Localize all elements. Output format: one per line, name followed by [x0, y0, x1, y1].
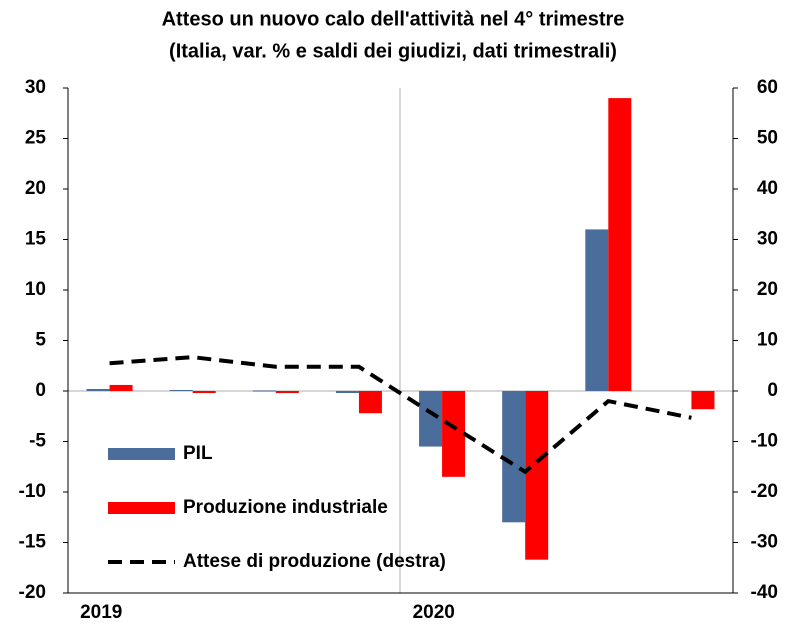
y2-tick-label: 0	[767, 380, 778, 401]
bar	[608, 98, 632, 391]
x-tick-label: 2020	[413, 602, 455, 623]
y2-tick-label: -10	[751, 431, 778, 452]
bar	[358, 391, 382, 414]
bar	[275, 391, 299, 394]
y-tick-label: -15	[19, 532, 47, 553]
legend-label: Produzione industriale	[183, 497, 388, 518]
y2-tick-label: 40	[757, 178, 778, 199]
line	[109, 355, 692, 475]
bar	[502, 391, 526, 523]
legend-swatch	[108, 448, 175, 460]
y-tick-label: 10	[25, 279, 46, 300]
bar	[691, 391, 715, 410]
bar	[252, 390, 276, 392]
y-tick-label: -5	[29, 431, 46, 452]
bar	[169, 389, 193, 391]
y-tick-label: 20	[25, 178, 46, 199]
y-tick-label: 15	[25, 229, 47, 250]
y2-tick-label: 60	[757, 77, 778, 98]
y-tick-label: 30	[25, 77, 46, 98]
bar	[525, 391, 549, 560]
y2-tick-label: -40	[751, 582, 778, 603]
legend-label: PIL	[183, 443, 213, 464]
bar	[86, 388, 110, 391]
y2-tick-label: 20	[757, 279, 778, 300]
y-tick-label: -10	[19, 481, 46, 502]
legend-label: Attese di produzione (destra)	[183, 551, 446, 572]
bar	[585, 229, 609, 391]
bar	[109, 384, 133, 391]
y2-tick-label: 30	[757, 229, 778, 250]
y2-tick-label: 10	[757, 330, 778, 351]
y2-tick-label: -20	[751, 481, 778, 502]
chart-title: Atteso un nuovo calo dell'attività nel 4…	[162, 8, 625, 30]
y-tick-label: 0	[35, 380, 46, 401]
y2-tick-label: 50	[757, 128, 778, 149]
x-tick-label: 2019	[80, 602, 122, 623]
y-tick-label: -20	[19, 582, 46, 603]
bar	[192, 391, 216, 394]
y2-tick-label: -30	[751, 532, 778, 553]
y-tick-label: 5	[35, 330, 46, 351]
y-tick-label: 25	[25, 128, 47, 149]
chart-subtitle: (Italia, var. % e saldi dei giudizi, dat…	[169, 40, 617, 62]
legend-swatch	[108, 502, 175, 514]
bar	[419, 391, 443, 447]
bar	[335, 391, 359, 394]
bar	[442, 391, 466, 477]
